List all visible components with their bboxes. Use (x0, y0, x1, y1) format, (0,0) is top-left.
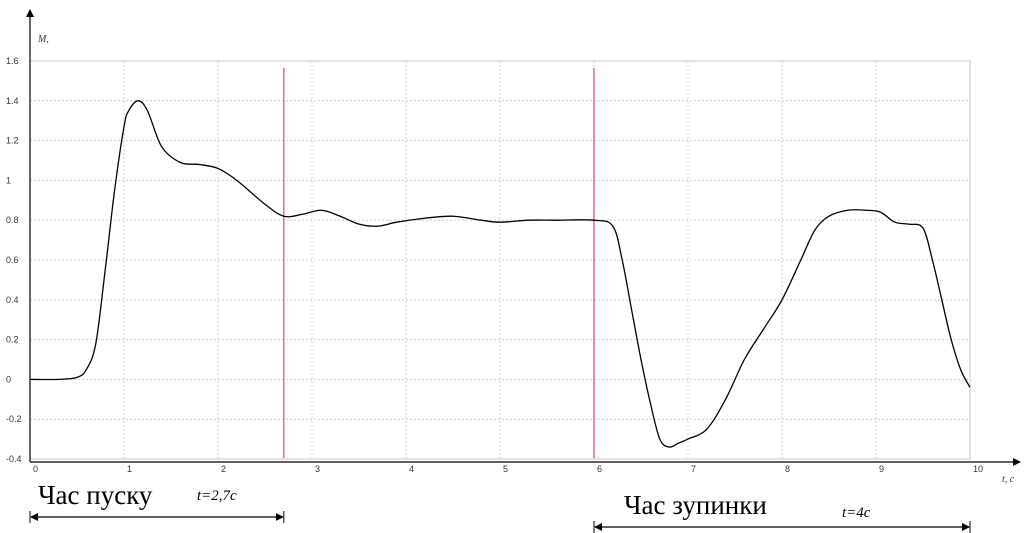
y-tick-label: 1.4 (6, 96, 19, 106)
y-tick-label: 1.2 (6, 136, 19, 146)
y-tick-label: 0.2 (6, 335, 19, 345)
y-tick-label: 0 (6, 374, 11, 384)
y-tick-label: 1 (6, 175, 11, 185)
grid (29, 60, 971, 460)
stop-time-label: Час зупинки (624, 490, 767, 520)
x-tick-label: 2 (221, 464, 226, 474)
x-axis-label: t, c (1002, 474, 1015, 485)
x-tick-label: 5 (503, 464, 508, 474)
x-tick-label: 6 (597, 464, 602, 474)
series-line (29, 100, 971, 448)
y-axis-label: M, (37, 34, 49, 45)
x-tick-label: 3 (315, 464, 320, 474)
y-tick-label: 0.8 (6, 215, 19, 225)
stop-time-value: t=4c (842, 505, 871, 521)
x-tick-label: 8 (785, 464, 790, 474)
x-tick-label: 9 (879, 464, 884, 474)
y-tick-label: 0.6 (6, 255, 19, 265)
start-time-label: Час пуску (38, 480, 153, 510)
x-tick-label: 7 (691, 464, 696, 474)
annotations: Час пуску t=2,7c Час зупинки t=4c (29, 480, 971, 533)
x-tick-label: 10 (973, 464, 983, 474)
y-tick-label: -0.2 (6, 414, 22, 424)
x-tick-label: 0 (33, 464, 38, 474)
y-tick-label: 0.4 (6, 295, 19, 305)
tick-labels: 0 1 2 3 4 5 6 7 8 9 10 -0.4 -0.2 0 0.2 0.4 0.6 0.8 1 1.2 1.4… (6, 56, 983, 474)
x-tick-label: 4 (409, 464, 414, 474)
series (29, 100, 971, 448)
axes (26, 9, 1021, 466)
x-tick-label: 1 (127, 464, 132, 474)
y-tick-label: -0.4 (6, 454, 22, 464)
y-tick-label: 1.6 (6, 56, 19, 66)
time-markers (283, 68, 595, 458)
start-time-value: t=2,7c (197, 488, 237, 504)
